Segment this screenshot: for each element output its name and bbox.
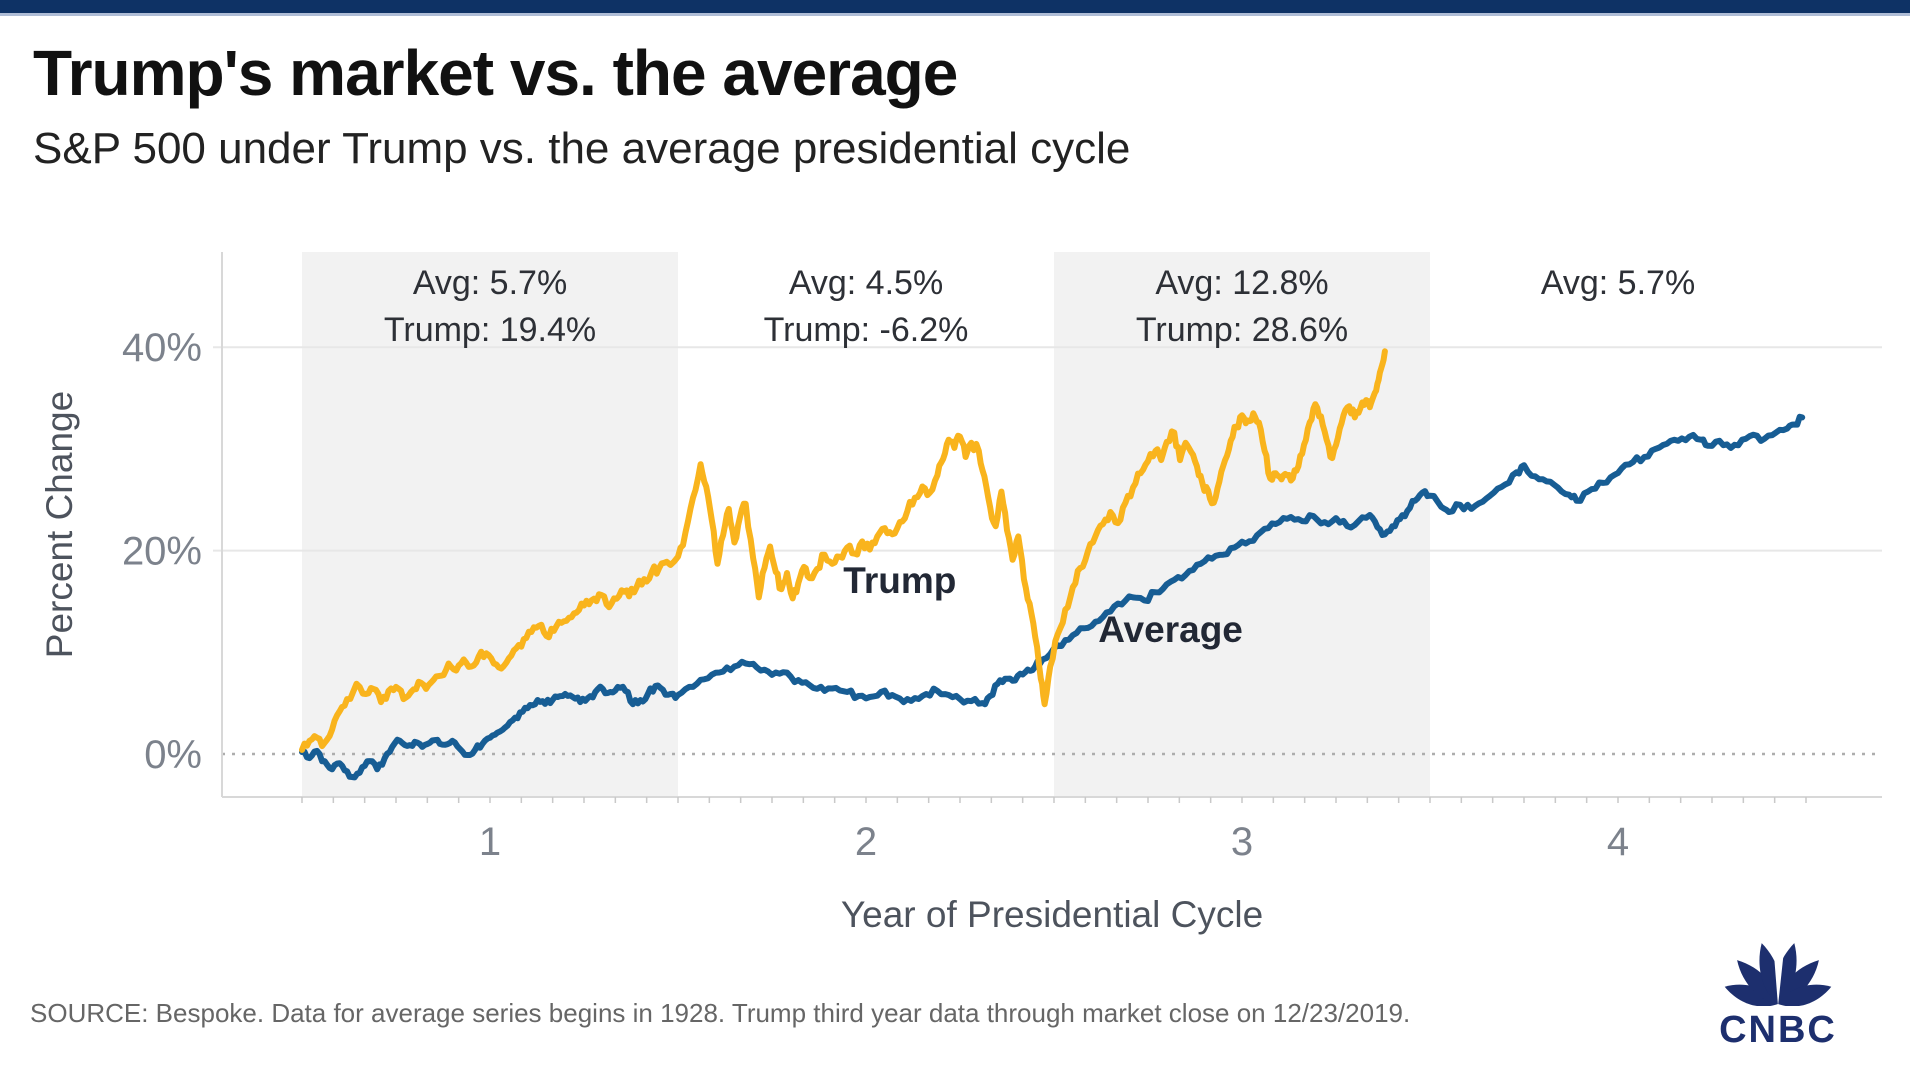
x-tick-label-1: 1 [479,820,501,864]
x-tick-label-3: 3 [1231,820,1253,864]
year-band-1 [302,252,678,797]
page-subtitle: S&P 500 under Trump vs. the average pres… [33,124,1131,173]
cnbc-wordmark: CNBC [1719,1009,1837,1051]
x-tick-label-4: 4 [1607,820,1629,864]
series-line-average [299,413,1806,781]
source-note: SOURCE: Bespoke. Data for average series… [30,998,1411,1028]
y-tick-label-40%: 40% [122,326,202,370]
cnbc-peacock-icon [1724,942,1832,1007]
cnbc-logo: CNBC [1698,916,1858,1052]
y-tick-label-0%: 0% [144,733,202,777]
y-axis-title: Percent Change [39,391,80,658]
top-brand-bar [0,0,1910,16]
page-title: Trump's market vs. the average [33,37,958,109]
y-tick-label-20%: 20% [122,530,202,574]
series-line-trump [299,348,1388,753]
x-tick-label-2: 2 [855,820,877,864]
x-axis-title: Year of Presidential Cycle [841,894,1263,935]
